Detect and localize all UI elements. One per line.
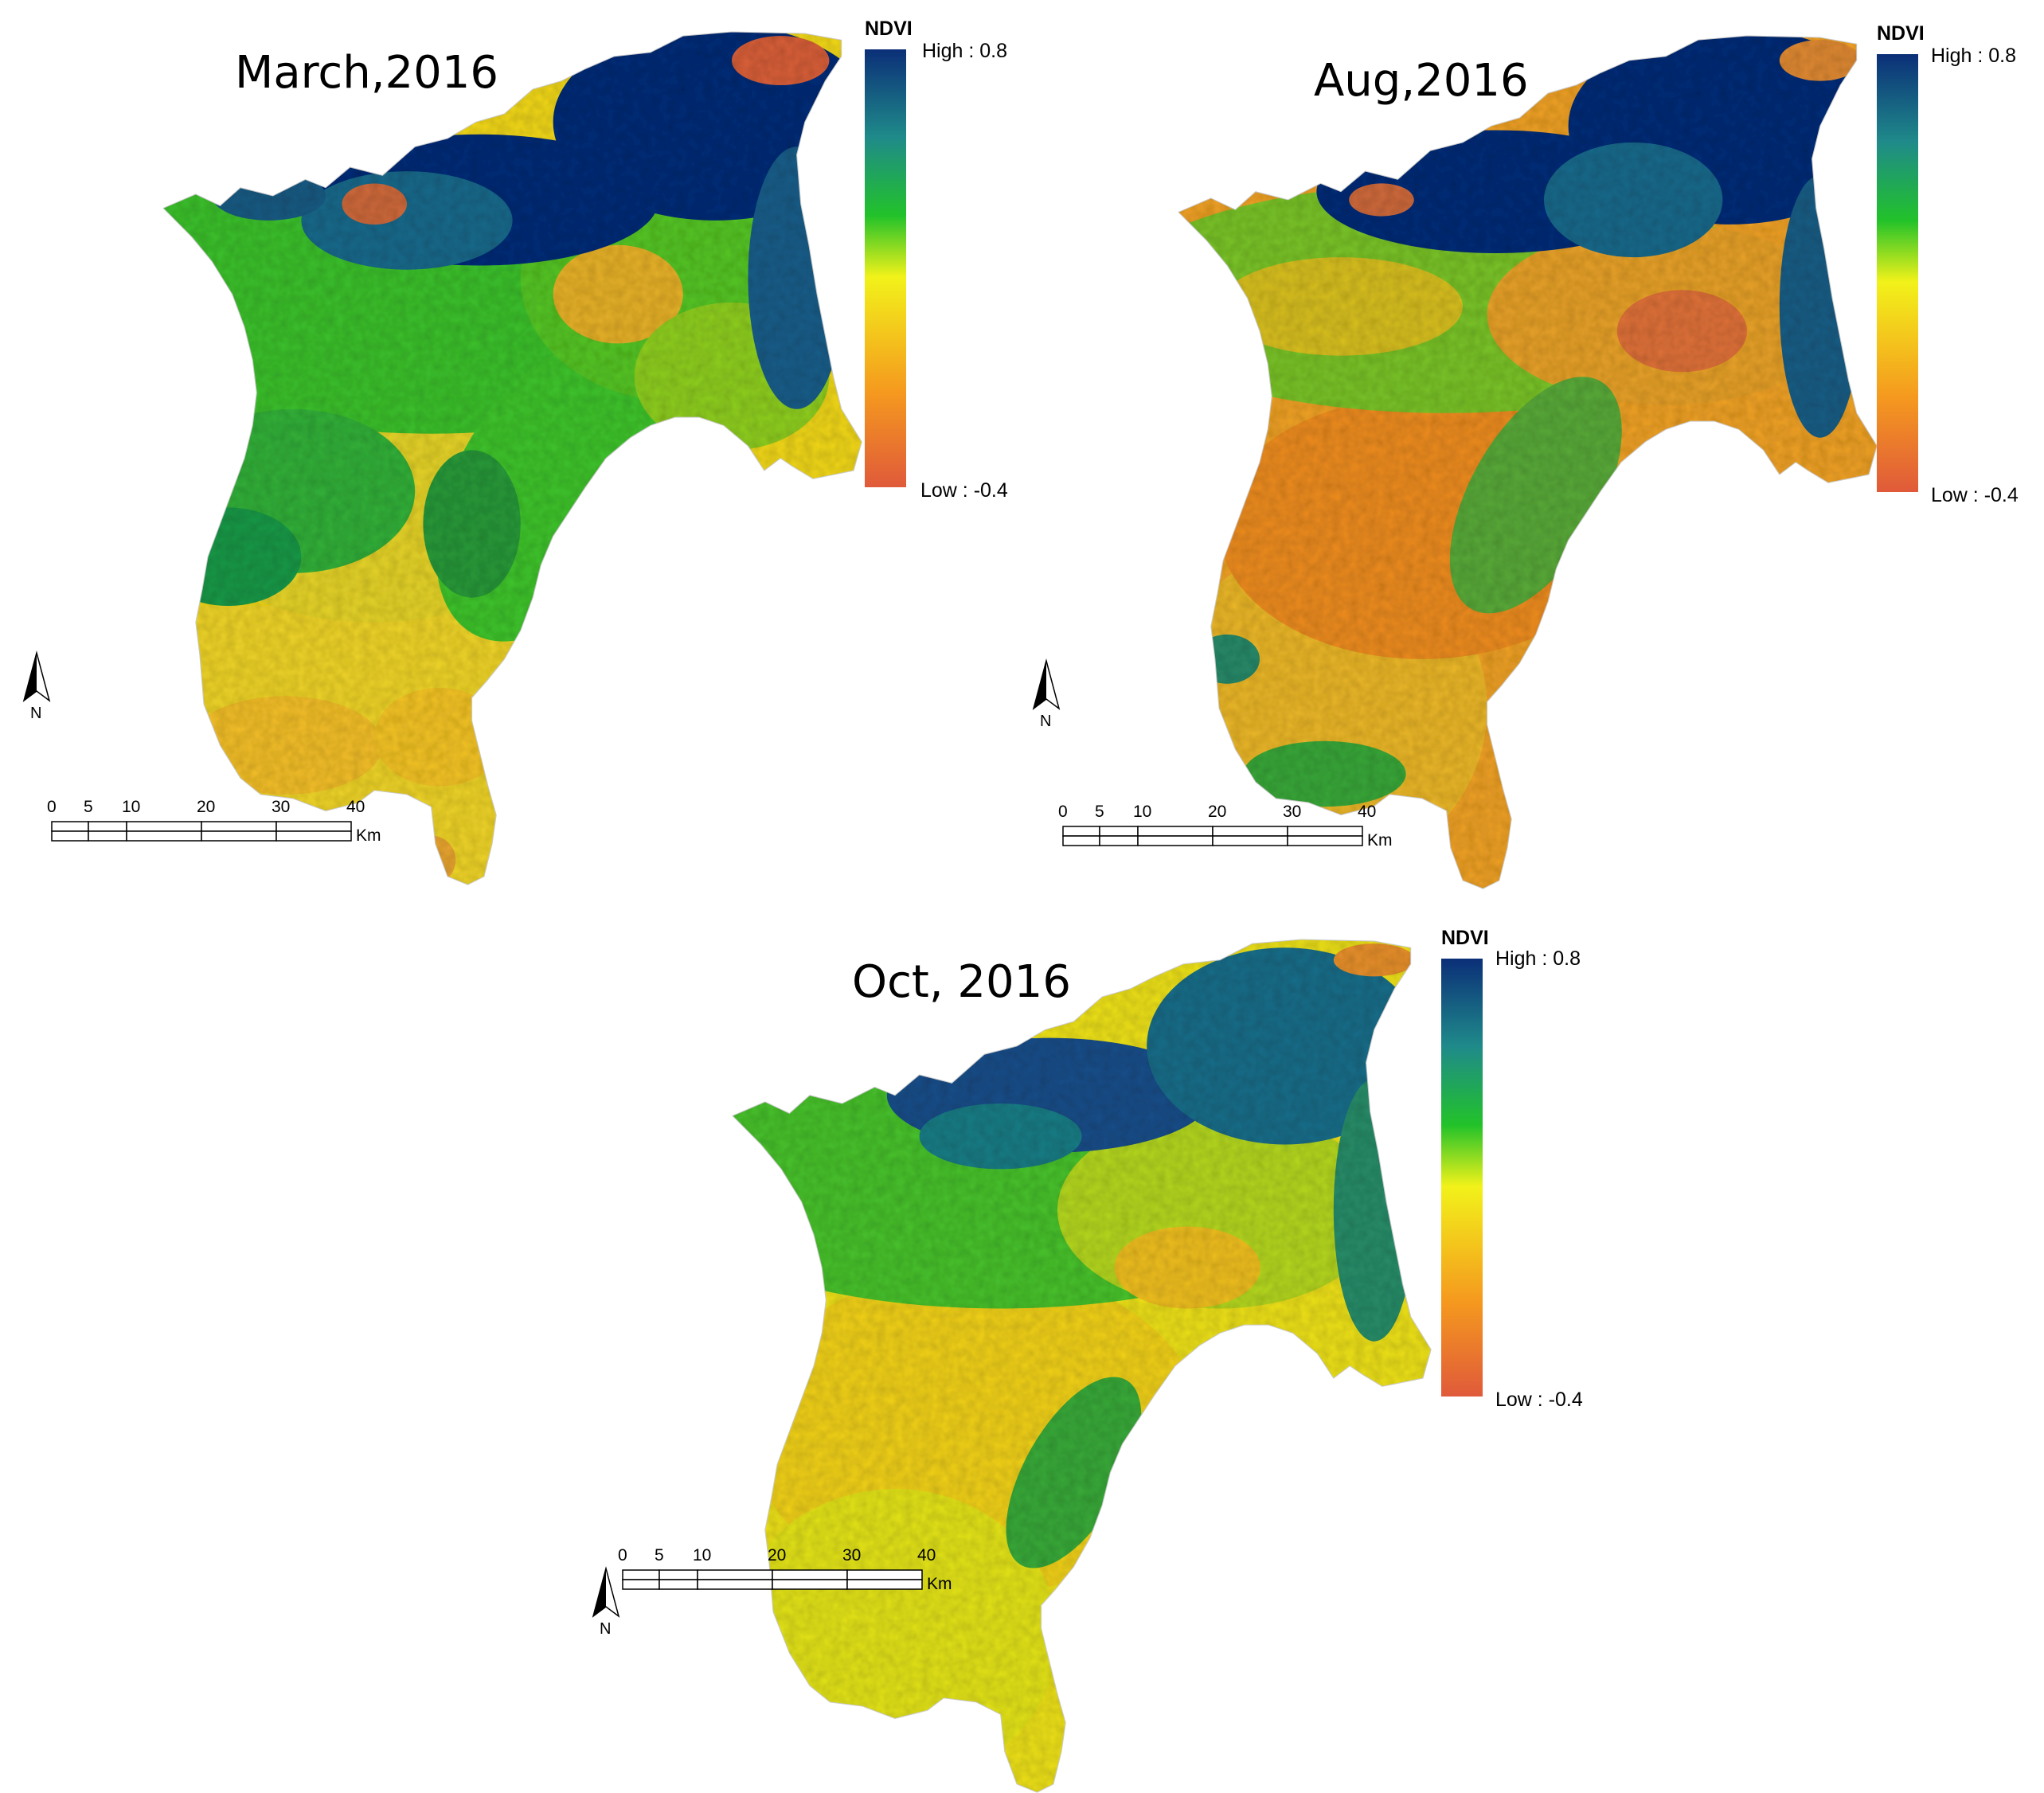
scale-segment (1137, 826, 1214, 837)
scale-tick-label: 5 (84, 798, 93, 816)
scale-segment (51, 830, 89, 842)
scale-tick-label: 5 (1095, 803, 1104, 821)
scale-tick-label: 10 (122, 798, 140, 816)
scale-segment (772, 1569, 848, 1580)
scale-segment (1099, 835, 1139, 846)
ndvi-raster (1178, 36, 1878, 889)
legend-high-label: High : 0.8 (1495, 947, 1581, 970)
scale-segment (622, 1579, 660, 1590)
scale-tick-label: 20 (768, 1546, 786, 1564)
scale-tick-label: 5 (655, 1546, 664, 1564)
ndvi-raster (163, 32, 862, 885)
scale-unit: Km (1367, 831, 1393, 850)
legend-title: NDVI (1877, 22, 1925, 45)
ndvi-legend-oct: NDVI High : 0.8 Low : -0.4 (1441, 927, 1583, 1411)
scale-tick-label: 40 (346, 798, 365, 816)
scale-segment (846, 1569, 923, 1580)
scale-segment (846, 1579, 923, 1590)
map-panel-aug (1178, 35, 1878, 889)
scale-tick-label: 0 (1058, 803, 1068, 821)
north-arrow-oct: N (592, 1566, 620, 1638)
scale-segment (276, 830, 352, 842)
scale-segment (1212, 835, 1288, 846)
scale-segment (276, 821, 352, 832)
scale-segment (772, 1579, 848, 1590)
scale-segment (622, 1569, 660, 1580)
scale-tick-label: 30 (842, 1546, 861, 1564)
scale-tick-label: 30 (1283, 803, 1301, 821)
scale-segment (88, 821, 127, 832)
ndvi-legend-aug: NDVI High : 0.8 Low : -0.4 (1877, 22, 2019, 506)
panel-title-march: March,2016 (235, 47, 498, 99)
ndvi-legend-march: NDVI High : 0.8 Low : -0.4 (865, 18, 1008, 502)
scale-segment (1287, 826, 1363, 837)
north-label: N (1040, 713, 1051, 730)
ndvi-raster (733, 939, 1432, 1793)
scale-segment (1062, 826, 1100, 837)
map-panel-oct (732, 939, 1432, 1793)
scale-segment (1099, 826, 1139, 837)
north-arrow-aug: N (1032, 658, 1061, 730)
scale-segment (1062, 835, 1100, 846)
legend-color-ramp (1877, 54, 1918, 492)
scale-tick-label: 30 (272, 798, 290, 816)
scale-segment (697, 1569, 773, 1580)
scale-tick-label: 40 (1358, 803, 1376, 821)
map-panel-march (162, 31, 862, 885)
legend-high-label: High : 0.8 (922, 40, 1007, 62)
scale-segment (659, 1579, 698, 1590)
scale-bar-aug: 0 5 10 20 30 40 Km (1058, 803, 1393, 850)
north-label: N (30, 705, 41, 722)
scale-segment (126, 821, 202, 832)
north-arrow-march: N (22, 650, 51, 722)
scale-tick-label: 10 (1133, 803, 1151, 821)
scale-segment (1212, 826, 1288, 837)
legend-color-ramp (865, 49, 906, 487)
scale-tick-label: 40 (917, 1546, 936, 1564)
scale-segment (201, 821, 277, 832)
scale-segment (51, 821, 89, 832)
legend-title: NDVI (1441, 927, 1489, 949)
scale-bar-oct: 0 5 10 20 30 40 Km (618, 1546, 952, 1593)
scale-segment (1287, 835, 1363, 846)
scale-segment (659, 1569, 698, 1580)
scale-tick-label: 0 (47, 798, 57, 816)
scale-segment (1137, 835, 1214, 846)
scale-segment (88, 830, 127, 842)
panel-title-aug: Aug,2016 (1314, 55, 1529, 107)
scale-tick-label: 10 (693, 1546, 711, 1564)
scale-bar-march: 0 5 10 20 30 40 Km (47, 798, 381, 845)
legend-title: NDVI (865, 18, 913, 40)
legend-low-label: Low : -0.4 (1495, 1389, 1583, 1411)
scale-segment (126, 830, 202, 842)
legend-high-label: High : 0.8 (1931, 45, 2016, 67)
scale-tick-label: 20 (1208, 803, 1226, 821)
scale-segment (201, 830, 277, 842)
panel-title-oct: Oct, 2016 (852, 956, 1071, 1008)
scale-segment (697, 1579, 773, 1590)
scale-unit: Km (356, 826, 381, 845)
north-label: N (600, 1620, 611, 1638)
scale-tick-label: 0 (618, 1546, 627, 1564)
legend-color-ramp (1441, 959, 1483, 1397)
legend-low-label: Low : -0.4 (1931, 484, 2019, 506)
scale-tick-label: 20 (197, 798, 215, 816)
legend-low-label: Low : -0.4 (920, 479, 1008, 502)
scale-unit: Km (927, 1575, 952, 1593)
